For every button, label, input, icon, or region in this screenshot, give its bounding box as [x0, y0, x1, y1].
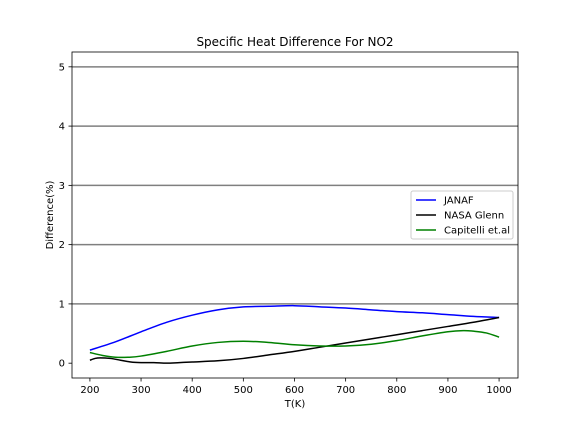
legend: JANAF NASA Glenn Capitelli et.al [410, 190, 514, 240]
x-tick-label-800: 800 [387, 385, 406, 396]
chart-title: Specific Heat Difference For NO2 [196, 35, 393, 49]
legend-label-janaf: JANAF [443, 196, 474, 207]
legend-label-capitelli-et-al: Capitelli et.al [444, 226, 510, 237]
series-line-capitelli-et-al [89, 329, 500, 359]
series-line-nasa-glenn [89, 316, 500, 364]
y-tick-label-5: 5 [59, 62, 65, 73]
x-tick-label-900: 900 [438, 385, 457, 396]
y-axis: 0 1 2 3 4 5 [59, 62, 72, 370]
x-tick-label-1000: 1000 [486, 385, 511, 396]
y-tick-label-4: 4 [59, 122, 65, 133]
y-axis-label: Difference(%) [45, 180, 56, 249]
x-tick-label-700: 700 [336, 385, 355, 396]
x-tick-label-400: 400 [183, 385, 202, 396]
x-tick-label-300: 300 [132, 385, 151, 396]
x-tick-label-200: 200 [80, 385, 99, 396]
grid [72, 66, 518, 305]
y-tick-label-1: 1 [59, 299, 65, 310]
x-axis-label: T(K) [284, 399, 306, 410]
y-tick-label-3: 3 [59, 181, 65, 192]
series-lines [89, 304, 500, 364]
y-tick-label-2: 2 [59, 240, 65, 251]
legend-box [410, 190, 514, 240]
legend-label-nasa-glenn: NASA Glenn [444, 211, 504, 222]
x-tick-label-600: 600 [285, 385, 304, 396]
y-tick-label-0: 0 [59, 359, 65, 370]
plot-frame [71, 51, 519, 379]
x-tick-label-500: 500 [234, 385, 253, 396]
x-axis: 200 300 400 500 600 700 800 900 1000 [80, 378, 512, 396]
series-line-janaf [89, 304, 500, 351]
